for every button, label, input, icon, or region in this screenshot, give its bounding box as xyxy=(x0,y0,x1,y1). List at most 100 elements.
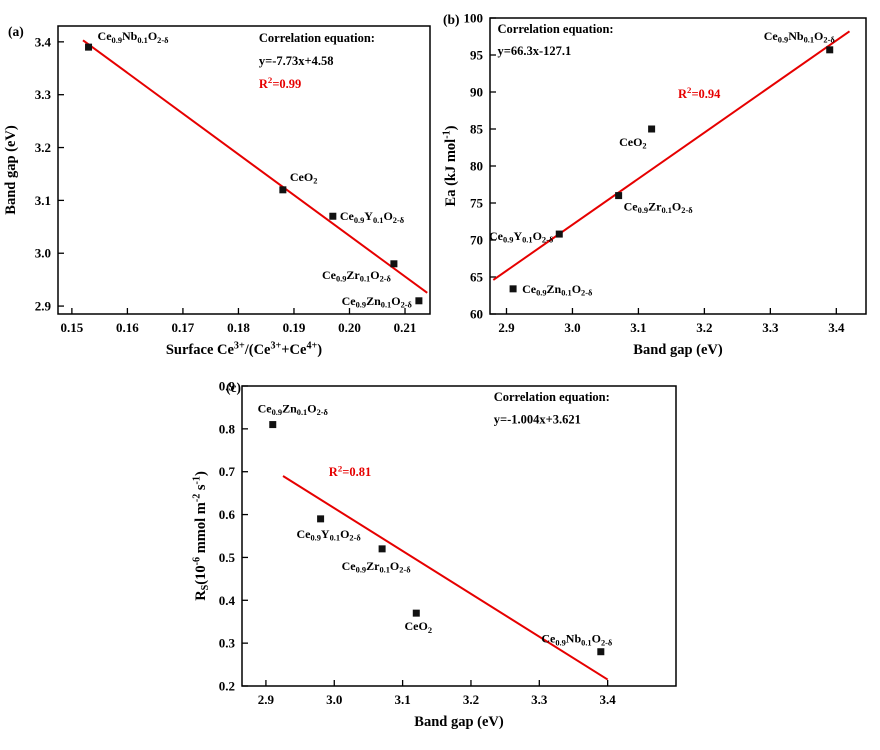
x-tick-label: 3.4 xyxy=(828,320,845,335)
x-axis-label: Surface Ce3+/(Ce3++Ce4+) xyxy=(166,340,322,358)
x-tick-label: 0.20 xyxy=(338,320,361,335)
data-point xyxy=(412,609,420,617)
y-tick-label: 3.4 xyxy=(35,34,52,49)
point-label: CeO2 xyxy=(619,135,647,151)
data-point xyxy=(509,285,517,293)
y-tick-label: 0.7 xyxy=(219,464,236,479)
x-tick-label: 0.21 xyxy=(394,320,417,335)
x-tick-label: 0.17 xyxy=(172,320,195,335)
fit-line xyxy=(492,30,851,281)
x-tick-label: 3.4 xyxy=(600,692,617,707)
x-axis-label: Band gap (eV) xyxy=(414,714,504,730)
y-tick-label: 95 xyxy=(470,48,484,63)
annotation-equation: y=66.3x-127.1 xyxy=(498,44,572,58)
data-point xyxy=(269,421,277,429)
x-tick-label: 3.3 xyxy=(531,692,548,707)
fit-line xyxy=(282,475,609,681)
point-label: Ce0.9Nb0.1O2-δ xyxy=(764,29,836,45)
y-tick-label: 0.2 xyxy=(219,679,235,694)
x-tick-label: 3.0 xyxy=(326,692,342,707)
plot-box xyxy=(57,25,431,315)
chart-a: 0.15 0.16 0.17 0.18 0.19 0.20 0.21 2.9 3.0 3.1 3.2… xyxy=(3,24,431,358)
top-row: 0.15 0.16 0.17 0.18 0.19 0.20 0.21 2.9 3.0 3.1 3.2… xyxy=(0,4,880,372)
x-tick-label: 3.3 xyxy=(762,320,779,335)
y-tick-label: 0.8 xyxy=(219,421,236,436)
y-tick-label: 3.2 xyxy=(35,140,51,155)
chart-b: 2.9 3.0 3.1 3.2 3.3 3.4 60 65 70 75 80 85 90 95 100 Ban… xyxy=(441,11,867,358)
point-label: Ce0.9Nb0.1O2-δ xyxy=(541,632,613,648)
x-tick-label: 3.1 xyxy=(394,692,410,707)
data-point xyxy=(279,186,287,194)
data-point xyxy=(390,260,398,268)
x-tick-label: 3.2 xyxy=(696,320,712,335)
point-label: CeO2 xyxy=(405,619,433,635)
panel-a: 0.15 0.16 0.17 0.18 0.19 0.20 0.21 2.9 3.0 3.1 3.2… xyxy=(0,4,440,372)
point-label: Ce0.9Zr0.1O2-δ xyxy=(322,268,392,284)
y-tick-label: 90 xyxy=(470,85,483,100)
y-tick-label: 0.5 xyxy=(219,550,236,565)
point-label: Ce0.9Y0.1O2-δ xyxy=(296,527,361,543)
y-tick-label: 85 xyxy=(470,122,484,137)
bottom-row: 2.9 3.0 3.1 3.2 3.3 3.4 0.2 0.3 0.4 0.5 0.6 0.7 0.8 0… xyxy=(0,372,880,746)
panel-label: (b) xyxy=(443,12,460,27)
y-tick-label: 65 xyxy=(470,270,484,285)
point-label: Ce0.9Zr0.1O2-δ xyxy=(342,559,412,575)
x-tick-label: 0.18 xyxy=(227,320,250,335)
y-axis-label: Band gap (eV) xyxy=(3,125,19,215)
x-tick-label: 3.0 xyxy=(564,320,580,335)
y-tick-label: 3.0 xyxy=(35,246,51,261)
annotation-equation: y=-1.004x+3.621 xyxy=(494,413,581,427)
annotation-equation-title: Correlation equation: xyxy=(259,31,375,45)
x-tick-label: 0.19 xyxy=(283,320,306,335)
point-label: Ce0.9Zn0.1O2-δ xyxy=(522,282,593,298)
point-label: Ce0.9Zn0.1O2-δ xyxy=(342,294,413,310)
plot-box xyxy=(489,17,867,315)
y-tick-label: 70 xyxy=(470,233,483,248)
plot-box xyxy=(241,385,677,687)
fit-line xyxy=(82,39,428,294)
x-tick-label: 3.2 xyxy=(463,692,479,707)
point-label: Ce0.9Nb0.1O2-δ xyxy=(98,29,170,45)
y-tick-label: 2.9 xyxy=(35,299,52,314)
panel-label: (a) xyxy=(8,24,24,39)
annotation-r2: R2=0.94 xyxy=(678,85,721,101)
data-point xyxy=(85,43,93,51)
y-tick-label: 80 xyxy=(470,159,483,174)
point-label: Ce0.9Y0.1O2-δ xyxy=(340,209,405,225)
panel-b: 2.9 3.0 3.1 3.2 3.3 3.4 60 65 70 75 80 85 90 95 100 Ban… xyxy=(440,4,880,372)
data-point xyxy=(317,515,325,523)
data-point xyxy=(597,648,605,656)
x-tick-label: 2.9 xyxy=(498,320,515,335)
data-point xyxy=(555,230,563,238)
annotation-equation-title: Correlation equation: xyxy=(494,390,610,404)
data-point xyxy=(329,212,337,220)
y-tick-label: 0.3 xyxy=(219,636,236,651)
data-point xyxy=(615,192,623,200)
y-tick-label: 0.6 xyxy=(219,507,236,522)
annotation-r2: R2=0.99 xyxy=(259,75,301,91)
data-point xyxy=(415,297,423,305)
x-tick-label: 3.1 xyxy=(630,320,646,335)
data-point xyxy=(648,125,656,133)
data-point xyxy=(378,545,386,553)
point-label: Ce0.9Zn0.1O2-δ xyxy=(258,402,329,418)
panel-c: 2.9 3.0 3.1 3.2 3.3 3.4 0.2 0.3 0.4 0.5 0.6 0.7 0.8 0… xyxy=(190,372,690,746)
annotation-equation-title: Correlation equation: xyxy=(498,22,614,36)
annotation-r2: R2=0.81 xyxy=(329,463,371,479)
x-tick-label: 0.15 xyxy=(61,320,84,335)
y-tick-label: 100 xyxy=(464,11,484,26)
point-label: Ce0.9Zr0.1O2-δ xyxy=(624,200,694,216)
y-tick-label: 75 xyxy=(470,196,484,211)
point-label: Ce0.9Y0.1O2-δ xyxy=(489,229,554,245)
y-axis-label: RS(10-6 mmol m-2 s-1) xyxy=(191,471,211,601)
chart-c: 2.9 3.0 3.1 3.2 3.3 3.4 0.2 0.3 0.4 0.5 0.6 0.7 0.8 0… xyxy=(191,379,677,730)
y-tick-label: 0.9 xyxy=(219,379,236,394)
x-axis-label: Band gap (eV) xyxy=(633,342,723,358)
y-tick-label: 3.1 xyxy=(35,193,51,208)
annotation-equation: y=-7.73x+4.58 xyxy=(259,54,334,68)
x-tick-label: 0.16 xyxy=(116,320,139,335)
y-tick-label: 3.3 xyxy=(35,87,52,102)
x-tick-label: 2.9 xyxy=(258,692,275,707)
point-label: CeO2 xyxy=(290,170,318,186)
